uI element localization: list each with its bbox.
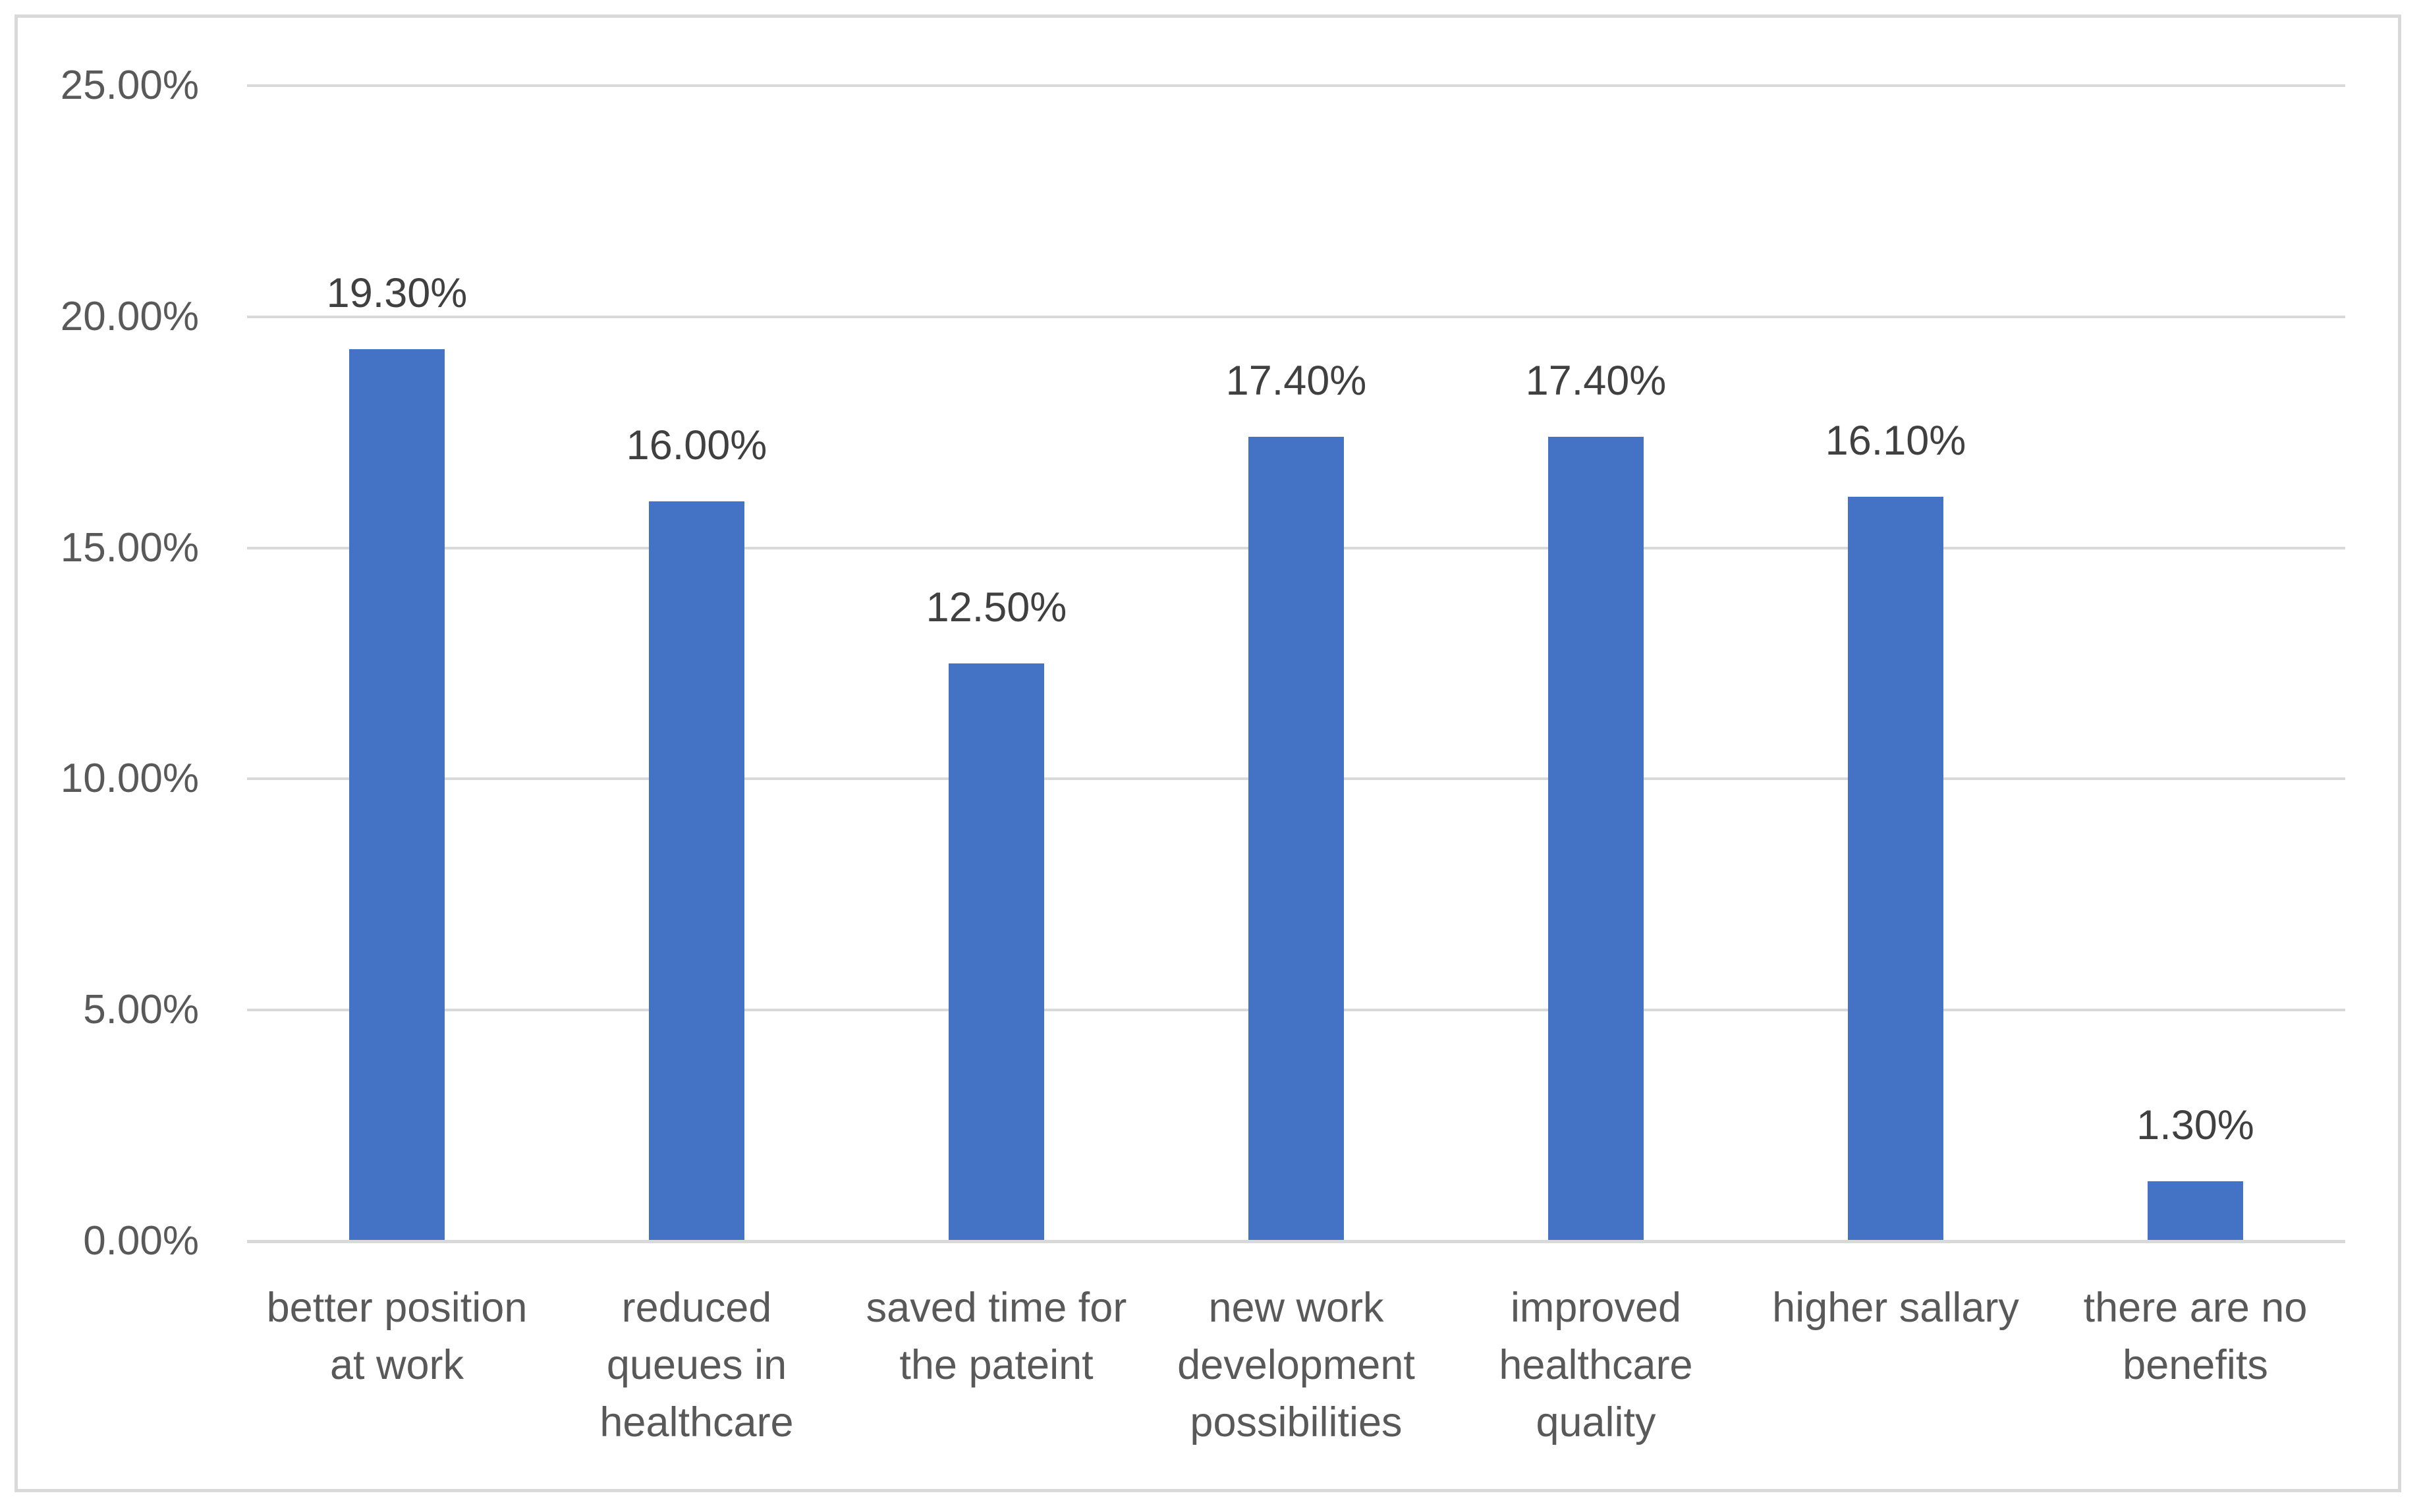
y-gridline xyxy=(247,84,2345,87)
bar-value-label: 12.50% xyxy=(926,584,1067,630)
bar-value-label: 17.40% xyxy=(1525,358,1667,405)
bar xyxy=(1248,437,1344,1240)
y-gridline xyxy=(247,315,2345,318)
x-axis-category-label-line: improved xyxy=(1510,1285,1682,1331)
bar-value-label: 16.10% xyxy=(1825,418,1966,464)
bar xyxy=(2148,1181,2243,1240)
chart-border-frame xyxy=(14,14,2401,1492)
x-axis-category-label-line: possibilities xyxy=(1190,1399,1403,1445)
x-axis-category-label-line: queues in xyxy=(606,1342,787,1388)
x-axis-category-label: saved time for the pateint xyxy=(779,1279,1214,1394)
bar xyxy=(349,349,445,1240)
y-axis-tick-label: 20.00% xyxy=(60,293,199,339)
x-axis-category-label-line: new work xyxy=(1208,1285,1384,1331)
y-axis-tick-label: 5.00% xyxy=(83,987,199,1033)
x-axis-category-label-line: reduced xyxy=(621,1285,772,1331)
bar-value-label: 17.40% xyxy=(1225,358,1367,405)
x-axis-category-label-line: saved time for xyxy=(866,1285,1127,1331)
x-axis-category-label-line: there are no xyxy=(2083,1285,2308,1331)
x-axis-category-label: reduced queues in healthcare xyxy=(480,1279,914,1451)
bar xyxy=(649,501,744,1240)
x-axis-category-label-line: healthcare xyxy=(599,1399,794,1445)
x-axis-category-label-line: development xyxy=(1177,1342,1415,1388)
bar-value-label: 16.00% xyxy=(626,422,767,469)
x-axis-category-label-line: healthcare xyxy=(1499,1342,1693,1388)
x-axis-category-label-line: better position xyxy=(266,1285,528,1331)
x-axis-category-label: there are no benefits xyxy=(1978,1279,2413,1394)
bar xyxy=(1848,497,1943,1240)
y-axis-tick-label: 25.00% xyxy=(60,63,199,108)
x-axis-category-label-line: higher sallary xyxy=(1772,1285,2019,1331)
x-axis-category-label-line: at work xyxy=(329,1342,464,1388)
bar xyxy=(1548,437,1644,1240)
x-axis-category-label: new work development possibilities xyxy=(1079,1279,1514,1451)
x-axis-category-label-line: benefits xyxy=(2123,1342,2268,1388)
y-axis-tick-label: 0.00% xyxy=(83,1218,199,1264)
y-axis-tick-label: 10.00% xyxy=(60,756,199,802)
y-axis-tick-label: 15.00% xyxy=(60,524,199,571)
x-axis-category-label-line: the pateint xyxy=(899,1342,1094,1388)
x-axis-category-label: higher sallary xyxy=(1679,1279,2113,1337)
x-axis-category-label-line: quality xyxy=(1536,1399,1656,1445)
bar-value-label: 19.30% xyxy=(326,269,468,316)
bar xyxy=(949,663,1044,1240)
x-axis-category-label: improved healthcare quality xyxy=(1379,1279,1814,1451)
x-axis-category-label: better position at work xyxy=(180,1279,615,1394)
x-axis-line xyxy=(247,1240,2345,1243)
bar-value-label: 1.30% xyxy=(2136,1102,2254,1148)
